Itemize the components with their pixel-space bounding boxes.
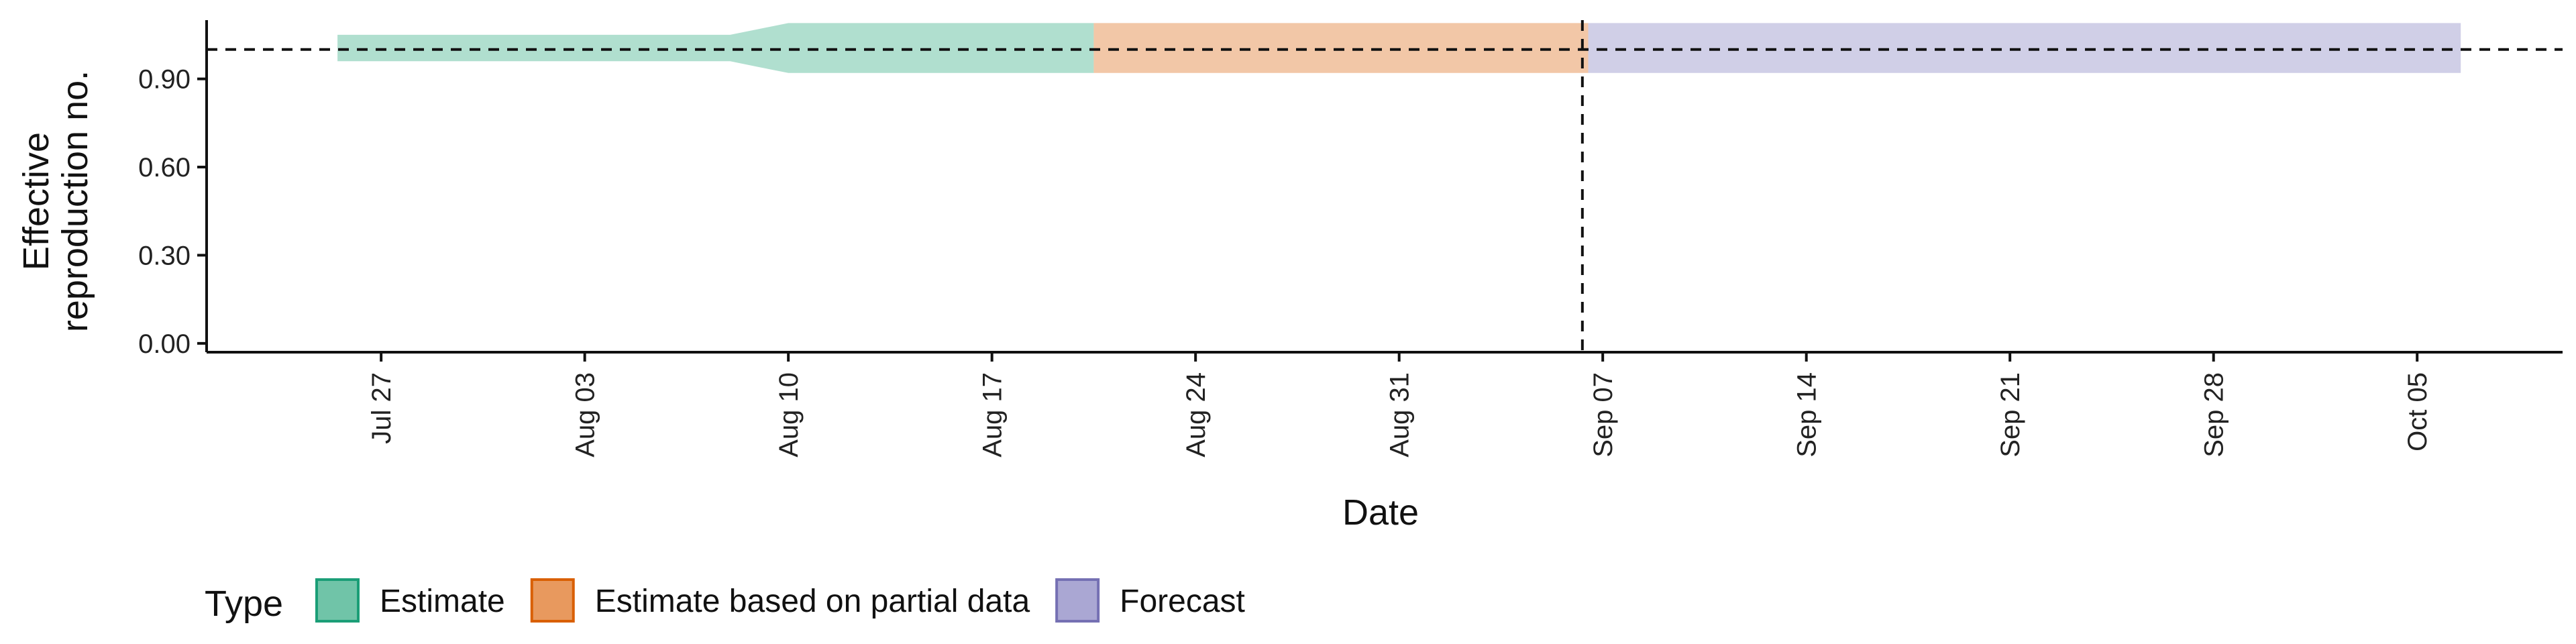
legend-label: Forecast [1120, 584, 1245, 619]
legend: Type Estimate Estimate based on partial d… [205, 578, 1245, 624]
x-tick-label: Sep 28 [2200, 372, 2229, 458]
band-estimate-based-on-partial-data [1093, 23, 1589, 73]
x-tick-label: Aug 10 [774, 372, 804, 458]
y-axis-title-line-1: Effective [16, 132, 56, 270]
x-tick-label: Sep 14 [1792, 372, 1822, 458]
y-axis-title-line-2: reproduction no. [55, 70, 95, 332]
legend-key-estimate-based-on-partial-data [530, 578, 575, 623]
y-tick-label: 0.90 [138, 65, 191, 95]
legend-label: Estimate based on partial data [595, 584, 1030, 619]
legend-label: Estimate [380, 584, 505, 619]
x-tick-label: Sep 07 [1589, 372, 1618, 458]
legend-title: Type [205, 584, 283, 624]
x-tick-label: Aug 31 [1385, 372, 1415, 458]
x-axis-ticks: Jul 27 Aug 03 Aug 10 Aug 17 Aug 24 Aug 31 Sep … [367, 352, 2432, 458]
y-axis-ticks: 0.00 0.30 0.60 0.90 [138, 65, 207, 359]
x-axis-title: Date [1342, 492, 1419, 533]
band-estimate [337, 23, 1094, 73]
legend-key-forecast [1055, 578, 1100, 623]
x-tick-label: Aug 03 [571, 372, 600, 458]
x-tick-label: Oct 05 [2403, 372, 2432, 451]
y-axis-title: Effective reproduction no. [16, 70, 95, 332]
confidence-bands [337, 23, 2461, 73]
y-tick-label: 0.00 [138, 329, 191, 359]
band-forecast [1588, 23, 2461, 73]
legend-key-estimate [315, 578, 360, 623]
x-tick-label: Jul 27 [367, 372, 396, 444]
y-tick-label: 0.30 [138, 241, 191, 270]
x-tick-label: Aug 24 [1181, 372, 1211, 458]
y-tick-label: 0.60 [138, 153, 191, 182]
x-tick-label: Aug 17 [978, 372, 1008, 458]
axes [205, 20, 2563, 354]
reference-lines [207, 20, 2563, 352]
x-tick-label: Sep 21 [1996, 372, 2025, 458]
